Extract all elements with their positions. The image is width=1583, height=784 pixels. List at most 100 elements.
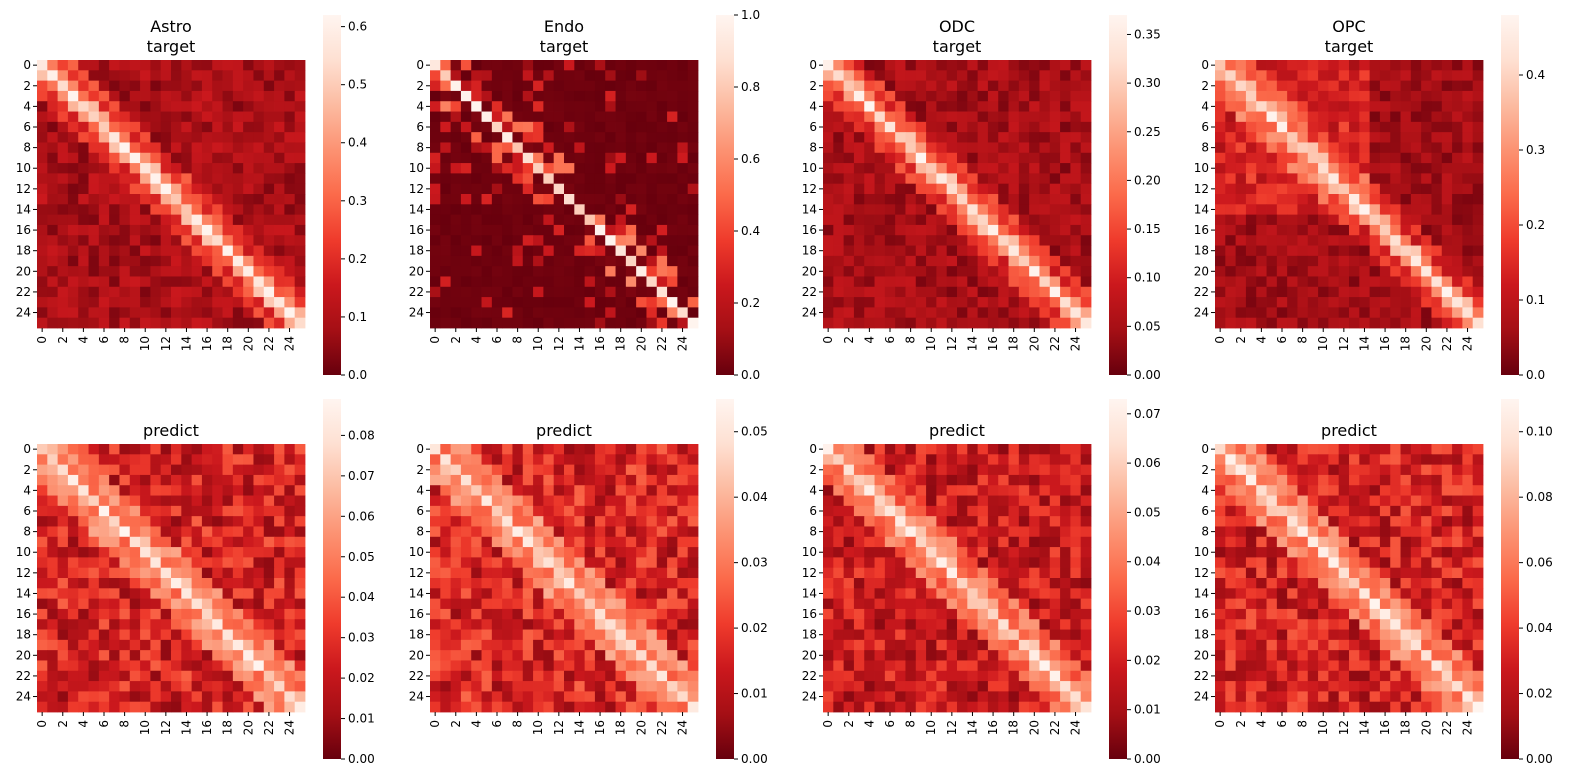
y-tick-label: 16 <box>409 223 424 237</box>
heatmap-cell <box>481 474 493 486</box>
heatmap-cell <box>222 547 234 558</box>
y-tick-label: 0 <box>23 442 31 456</box>
heatmap-cell <box>512 588 524 600</box>
y-tick-label: 4 <box>23 99 31 113</box>
heatmap-cell <box>450 194 462 205</box>
heatmap-cell <box>1462 152 1474 164</box>
heatmap-cell <box>533 307 544 319</box>
heatmap-cell <box>636 276 647 288</box>
heatmap-cell <box>1070 245 1082 257</box>
heatmap-cell <box>533 297 544 308</box>
heatmap-cell <box>222 235 234 246</box>
heatmap-cell <box>895 317 906 329</box>
heatmap-cell <box>440 608 452 620</box>
heatmap-cell <box>574 307 586 319</box>
heatmap-cell <box>1266 173 1278 185</box>
heatmap-cell <box>1008 444 1020 455</box>
heatmap-cell <box>78 163 89 174</box>
heatmap-cell <box>171 567 182 579</box>
heatmap-cell <box>1039 60 1051 71</box>
heatmap-cell <box>998 578 1009 589</box>
heatmap-cell <box>1369 70 1381 82</box>
heatmap-cell <box>1349 286 1360 298</box>
heatmap-cell <box>460 567 472 579</box>
heatmap-cell <box>553 474 565 486</box>
heatmap-cell <box>905 608 917 620</box>
heatmap-cell <box>160 60 172 71</box>
heatmap-cell <box>263 547 275 558</box>
heatmap-cell <box>656 495 668 507</box>
heatmap-cell <box>450 121 462 133</box>
heatmap-cell <box>1452 90 1463 102</box>
heatmap-cell <box>625 152 637 164</box>
heatmap-cell <box>977 567 989 579</box>
heatmap-cell <box>450 152 462 164</box>
heatmap-cell <box>1297 224 1309 236</box>
heatmap-cell <box>936 454 948 466</box>
heatmap-cell <box>253 194 265 205</box>
heatmap-cell <box>615 598 627 610</box>
heatmap-cell <box>88 80 100 92</box>
heatmap-cell <box>1235 214 1247 226</box>
heatmap-cell <box>656 317 668 329</box>
heatmap-cell <box>667 639 678 651</box>
heatmap-cell <box>884 132 896 143</box>
heatmap-cell <box>677 495 689 507</box>
heatmap-cell <box>874 194 886 205</box>
heatmap-cell <box>274 505 285 517</box>
heatmap-cell <box>460 588 472 600</box>
heatmap-cell <box>430 266 441 277</box>
heatmap-cell <box>594 557 606 569</box>
heatmap-cell <box>98 691 110 703</box>
heatmap-cell <box>37 588 48 600</box>
heatmap-cell <box>67 194 79 205</box>
heatmap-cell <box>201 152 213 164</box>
heatmap-cell <box>232 660 244 672</box>
heatmap-cell <box>160 307 172 319</box>
heatmap-cell <box>605 183 616 195</box>
heatmap-cell <box>502 90 513 102</box>
heatmap-cell <box>47 578 59 589</box>
heatmap-cell <box>926 224 937 236</box>
heatmap-cell <box>946 485 958 496</box>
heatmap-cell <box>564 235 575 246</box>
heatmap-cell <box>926 90 937 102</box>
heatmap-cell <box>512 505 524 517</box>
heatmap-cell <box>987 485 999 496</box>
heatmap-cell <box>522 152 534 164</box>
heatmap-cell <box>57 681 69 692</box>
heatmap-cell <box>915 485 927 496</box>
heatmap-cell <box>1359 224 1371 236</box>
heatmap-cell <box>574 670 586 682</box>
heatmap-cell <box>67 474 79 486</box>
heatmap-cell <box>1008 132 1020 143</box>
heatmap-cell <box>574 444 586 455</box>
heatmap-cell <box>584 629 596 641</box>
x-tick-label: 22 <box>655 336 669 351</box>
heatmap-cell <box>1080 80 1092 92</box>
heatmap-cell <box>98 578 110 589</box>
heatmap-cell <box>274 235 285 246</box>
heatmap-cell <box>1441 317 1453 329</box>
heatmap-cell <box>656 132 668 143</box>
heatmap-cell <box>1400 317 1412 329</box>
heatmap-cell <box>1431 297 1443 308</box>
heatmap-cell <box>533 629 544 641</box>
heatmap-cell <box>491 70 503 82</box>
heatmap-cell <box>905 557 917 569</box>
heatmap-cell <box>677 464 689 476</box>
heatmap-cell <box>243 547 254 558</box>
heatmap-cell <box>1266 163 1278 174</box>
heatmap-cell <box>57 567 69 579</box>
heatmap-cell <box>440 444 452 455</box>
heatmap-cell <box>502 245 513 257</box>
heatmap-cell <box>864 598 875 610</box>
heatmap-cell <box>564 183 575 195</box>
heatmap-cell <box>140 588 151 600</box>
heatmap-cell <box>109 183 120 195</box>
heatmap-cell <box>1029 183 1040 195</box>
heatmap-cell <box>1452 204 1463 216</box>
heatmap-cell <box>222 629 234 641</box>
heatmap-cell <box>284 297 296 308</box>
heatmap-cell <box>109 255 120 267</box>
